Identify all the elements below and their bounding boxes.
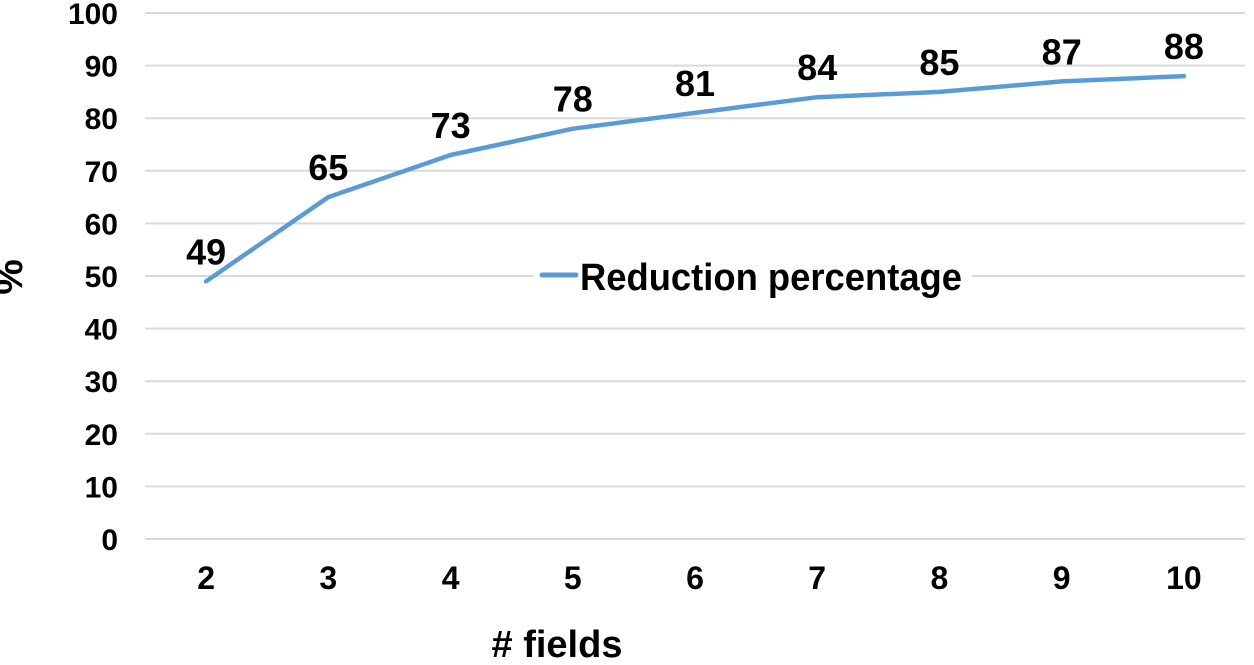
x-axis-tick-labels: 2 3 4 5 6 7 8 9 10: [197, 560, 1201, 596]
y-tick-label: 40: [85, 314, 118, 347]
data-point-label: 65: [308, 147, 348, 188]
data-point-label: 88: [1164, 26, 1204, 67]
y-tick-label: 50: [85, 261, 118, 294]
x-tick-label: 4: [442, 560, 460, 596]
x-tick-label: 3: [319, 560, 337, 596]
y-axis-title: %: [0, 259, 31, 295]
y-tick-label: 10: [85, 471, 118, 504]
x-axis-title: # fields: [492, 624, 623, 665]
legend-label: Reduction percentage: [580, 257, 962, 299]
y-axis-tick-labels: 0 10 20 30 40 50 60 70 80 90 100: [68, 0, 118, 557]
y-tick-label: 100: [68, 0, 118, 31]
data-point-label: 87: [1042, 31, 1082, 72]
data-point-label: 84: [797, 47, 837, 88]
x-tick-label: 2: [197, 560, 215, 596]
data-point-labels: 49 65 73 78 81 84 85 87 88: [186, 26, 1204, 272]
x-tick-label: 6: [686, 560, 704, 596]
series-line: [203, 73, 1187, 284]
y-tick-label: 20: [85, 419, 118, 452]
x-tick-label: 9: [1053, 560, 1071, 596]
y-tick-label: 30: [85, 366, 118, 399]
data-point-label: 81: [675, 63, 715, 104]
data-point-label: 49: [186, 231, 226, 272]
x-tick-label: 10: [1166, 560, 1202, 596]
series-lines: [203, 73, 1187, 284]
data-point-label: 78: [553, 79, 593, 120]
x-tick-label: 5: [564, 560, 582, 596]
legend-background: [534, 246, 972, 304]
y-tick-label: 0: [101, 524, 118, 557]
y-tick-label: 60: [85, 208, 118, 241]
data-point-label: 85: [919, 42, 959, 83]
y-tick-label: 90: [85, 51, 118, 84]
y-tick-label: 70: [85, 156, 118, 189]
data-point-label: 73: [431, 105, 471, 146]
y-tick-label: 80: [85, 103, 118, 136]
x-tick-label: 8: [931, 560, 949, 596]
legend: Reduction percentage: [534, 246, 972, 304]
x-tick-label: 7: [808, 560, 826, 596]
